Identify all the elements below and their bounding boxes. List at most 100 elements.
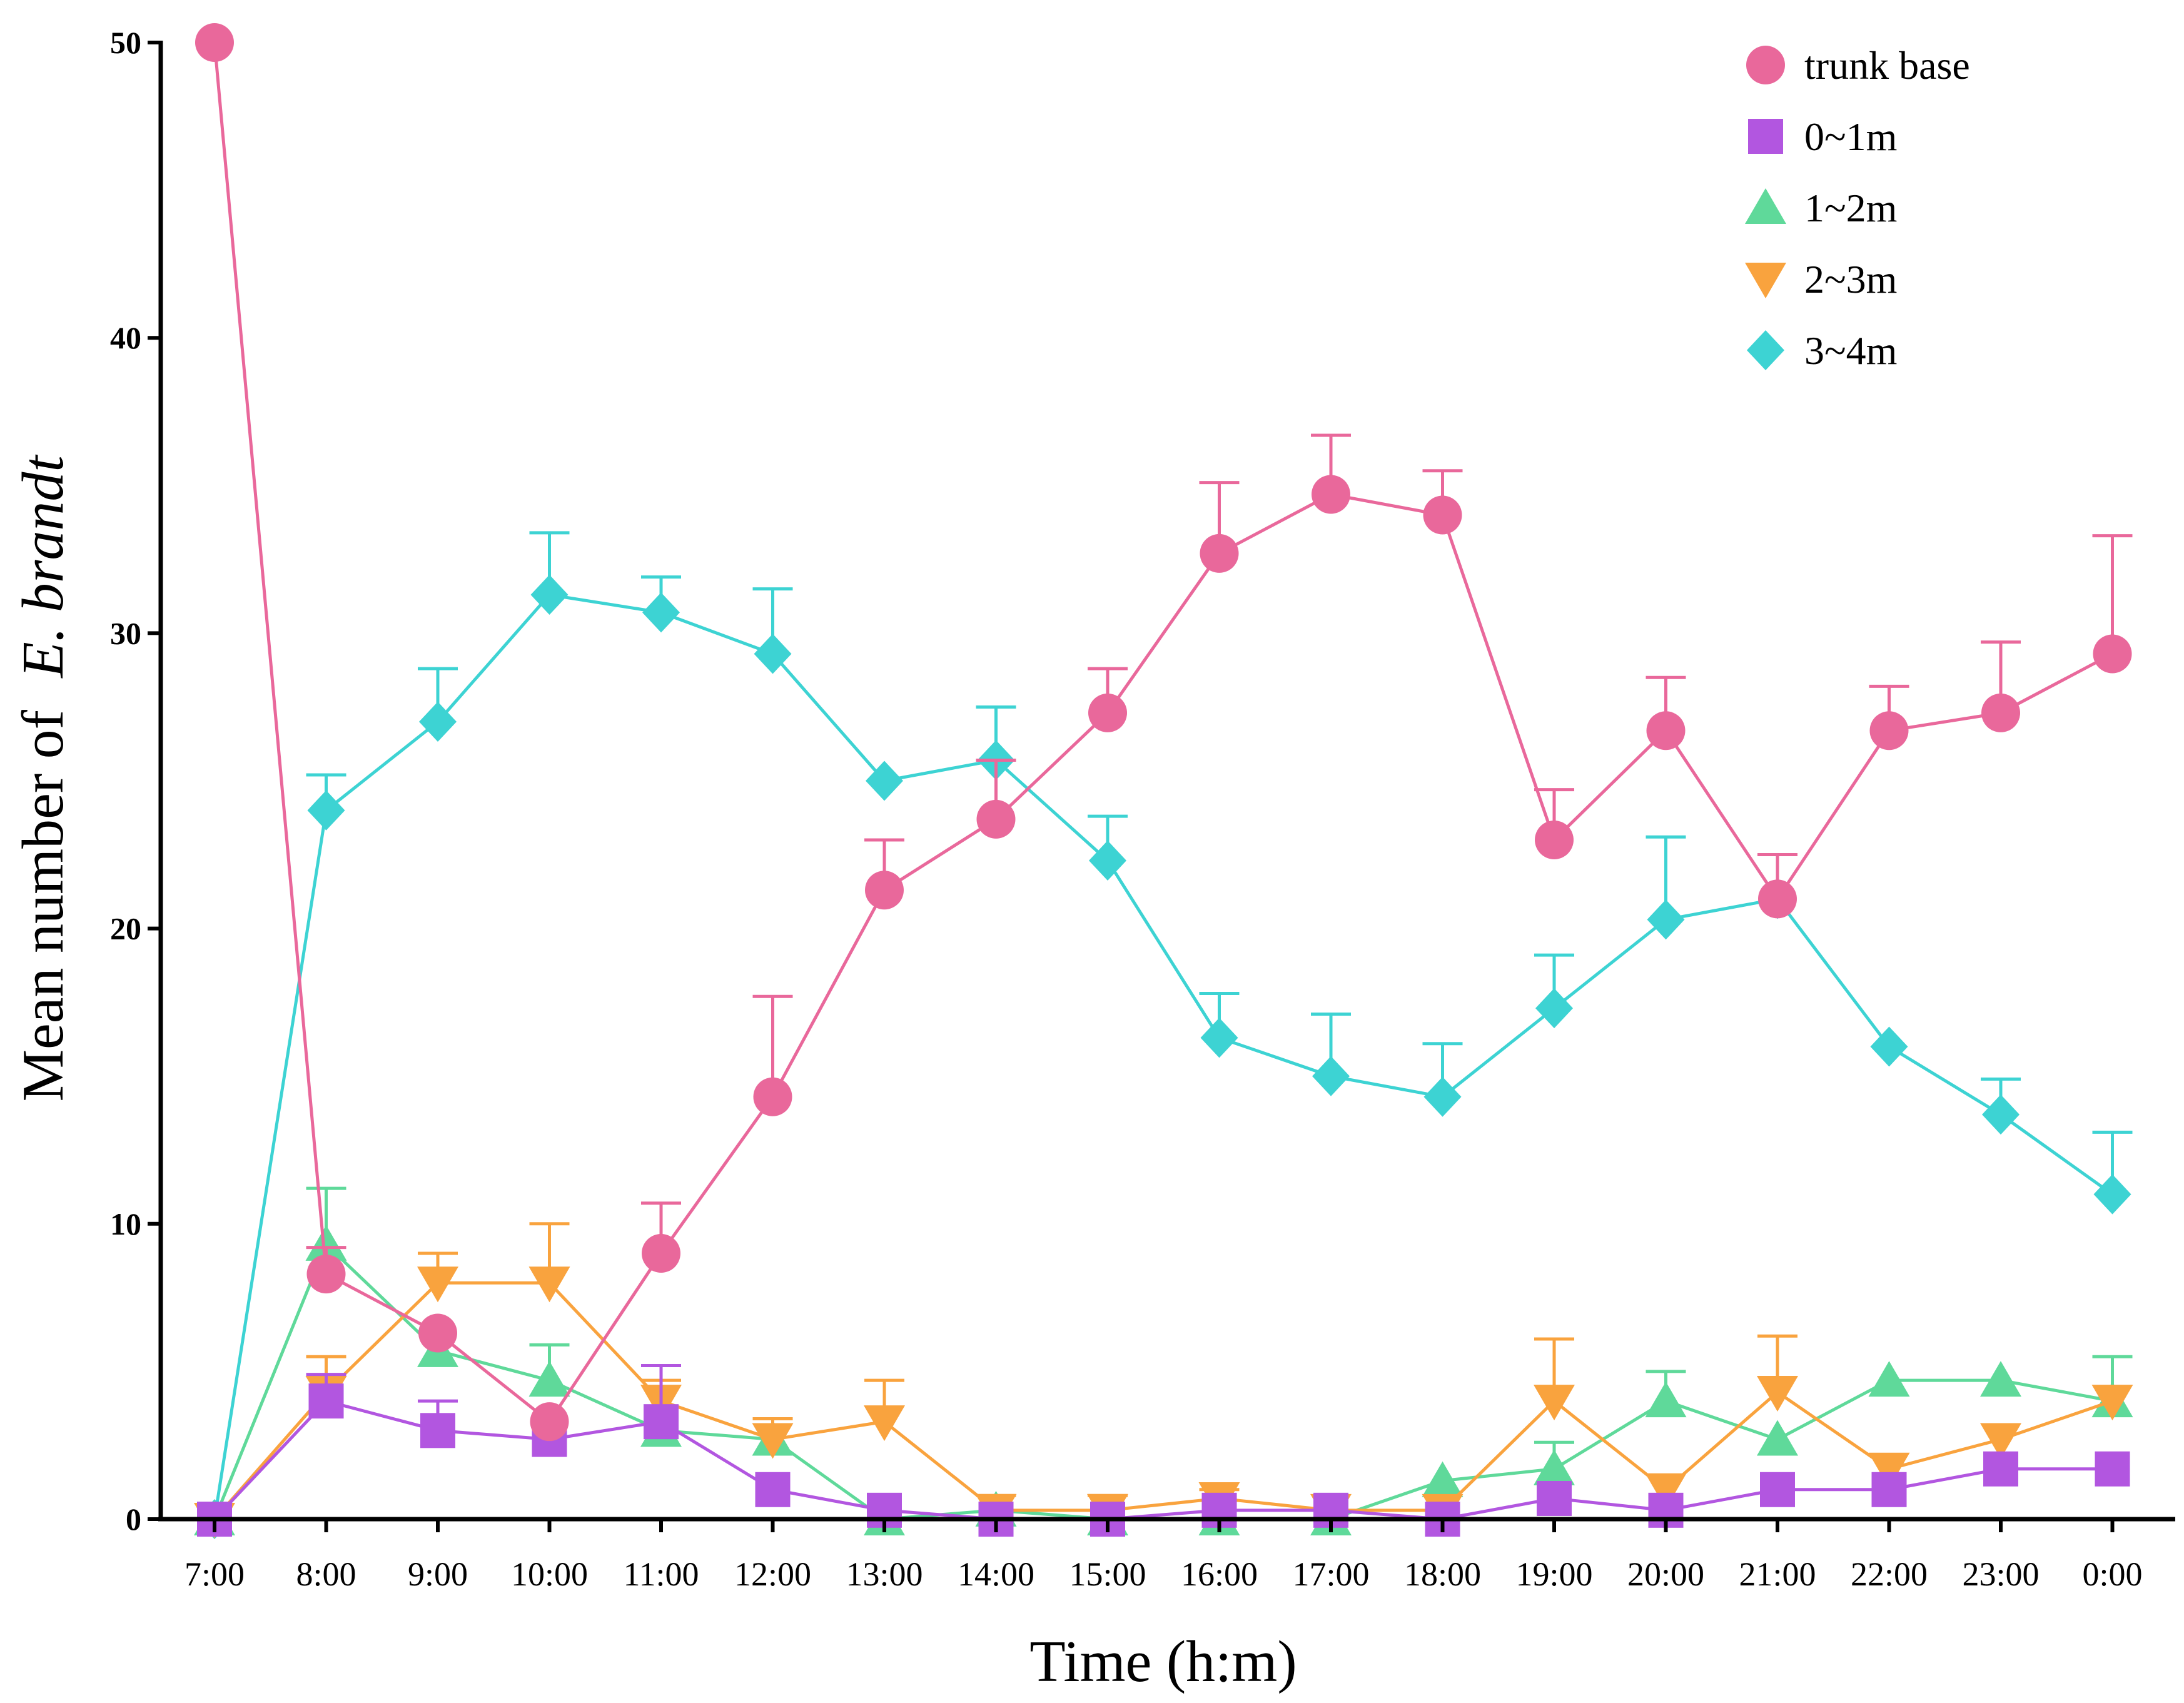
data-point (1868, 1361, 1910, 1397)
data-point (1537, 1480, 1572, 1516)
data-point (1423, 1076, 1462, 1117)
data-point (976, 799, 1016, 839)
x-tick-label: 12:00 (734, 1555, 811, 1593)
legend-item-0-1m: 0~1m (1748, 114, 1897, 159)
data-point (1757, 1420, 1798, 1456)
data-point (752, 1423, 794, 1459)
data-point (753, 1077, 792, 1116)
y-axis-ticks: 0 10 20 30 40 50 (110, 25, 161, 1537)
x-tick-label: 7:00 (185, 1555, 245, 1593)
y-axis-title-prefix: Mean number of (11, 709, 76, 1101)
legend-marker (1746, 46, 1785, 84)
y-axis-title-species: E. brandt (11, 455, 76, 679)
legend-item-2-3m: 2~3m (1745, 257, 1897, 301)
data-point (1645, 1382, 1687, 1418)
x-tick-label: 0:00 (2082, 1555, 2142, 1593)
data-point (1534, 1385, 1575, 1421)
data-point (1983, 1451, 2018, 1487)
series-line (213, 1281, 2113, 1520)
data-point (530, 1402, 569, 1442)
data-point (308, 1383, 344, 1419)
data-point (1758, 879, 1797, 919)
legend-label: 0~1m (1804, 114, 1897, 159)
data-point (642, 1234, 680, 1273)
x-tick-label: 15:00 (1069, 1555, 1146, 1593)
x-tick-label: 20:00 (1627, 1555, 1704, 1593)
data-point (755, 1472, 791, 1507)
x-tick-label: 8:00 (296, 1555, 356, 1593)
x-tick-label: 21:00 (1739, 1555, 1816, 1593)
data-point (1869, 711, 1909, 750)
y-axis-title: Mean number of E. brandt (11, 455, 76, 1102)
data-point (306, 1255, 346, 1294)
legend-label: trunk base (1804, 43, 1970, 88)
data-point (528, 1361, 570, 1397)
data-point (1422, 1461, 1464, 1497)
legend-marker (1748, 119, 1783, 154)
legend-marker (1745, 263, 1786, 298)
data-point (530, 575, 569, 615)
series-2-3m (194, 1222, 2133, 1539)
series-line (213, 593, 2113, 1520)
series-0-1m (197, 1363, 2130, 1537)
data-point (1982, 1094, 2020, 1135)
data-point (195, 23, 234, 62)
data-point (2093, 1174, 2131, 1215)
data-point (1870, 1026, 1908, 1067)
data-point (1760, 1472, 1795, 1507)
legend-marker (1745, 188, 1786, 224)
data-point (1535, 988, 1573, 1029)
legend: trunk base 0~1m 1~2m 2~3m 3~4m (1745, 43, 1970, 373)
x-tick-label: 22:00 (1851, 1555, 1928, 1593)
legend-label: 1~2m (1804, 186, 1897, 230)
data-point (1981, 693, 2020, 732)
data-point (1200, 1018, 1238, 1058)
data-point (1980, 1423, 2021, 1459)
data-point (1646, 711, 1686, 750)
data-point (1645, 1473, 1687, 1509)
legend-label: 2~3m (1804, 257, 1897, 301)
data-point (754, 634, 792, 674)
series-3-4m (196, 531, 2133, 1539)
x-axis-title: Time (h:m) (1029, 1629, 1297, 1694)
legend-item-trunk-base: trunk base (1746, 43, 1970, 88)
series-line (213, 42, 2113, 1423)
data-point (1871, 1472, 1907, 1507)
y-tick-label: 30 (110, 615, 141, 650)
data-point (2091, 1385, 2133, 1421)
legend-label: 3~4m (1804, 328, 1897, 373)
x-tick-label: 23:00 (1962, 1555, 2039, 1593)
y-tick-label: 0 (126, 1502, 141, 1537)
data-point (1312, 475, 1350, 514)
plot-area (194, 23, 2133, 1539)
y-tick-label: 40 (110, 320, 141, 355)
data-point (1088, 693, 1127, 732)
data-point (1200, 533, 1239, 573)
y-tick-label: 10 (110, 1206, 141, 1241)
data-point (1535, 820, 1574, 859)
legend-item-1-2m: 1~2m (1745, 186, 1897, 230)
data-point (1534, 1449, 1575, 1485)
x-tick-label: 10:00 (511, 1555, 588, 1593)
x-tick-label: 13:00 (846, 1555, 923, 1593)
data-point (644, 1404, 679, 1440)
data-point (420, 1413, 455, 1448)
data-point (1980, 1361, 2021, 1397)
data-point (1868, 1452, 1910, 1488)
data-point (1089, 840, 1126, 881)
x-tick-label: 18:00 (1404, 1555, 1481, 1593)
legend-marker (1747, 330, 1784, 370)
data-point (1312, 1056, 1350, 1096)
data-point (305, 1225, 347, 1261)
data-point (1757, 1375, 1798, 1412)
data-point (418, 1313, 457, 1353)
data-point (528, 1266, 570, 1303)
x-tick-label: 19:00 (1515, 1555, 1592, 1593)
data-point (1647, 899, 1685, 940)
legend-item-3-4m: 3~4m (1747, 328, 1897, 373)
data-point (865, 871, 904, 910)
data-point (2093, 634, 2132, 674)
data-point (1423, 495, 1462, 535)
x-tick-label: 16:00 (1181, 1555, 1258, 1593)
